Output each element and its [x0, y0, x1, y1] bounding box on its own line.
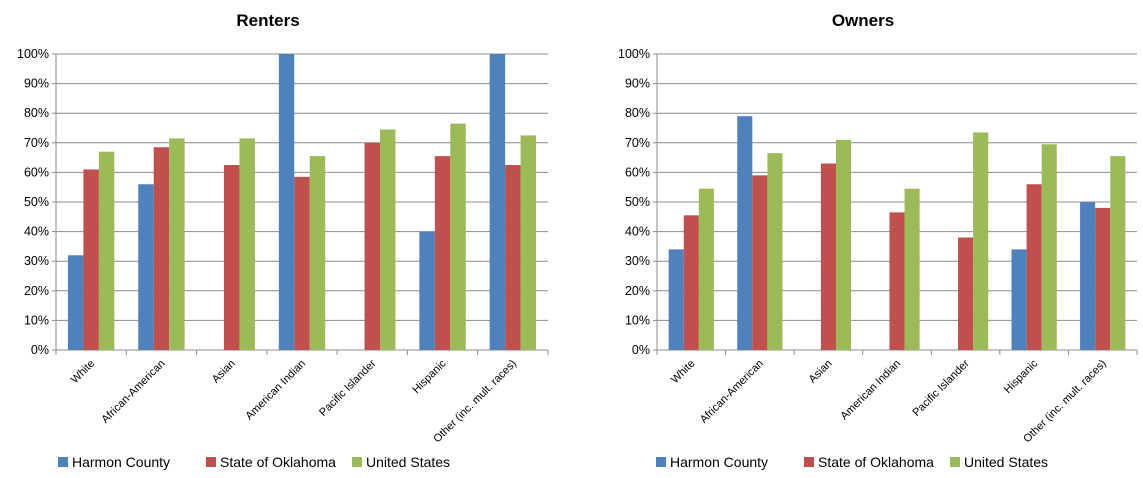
legend-swatch: [950, 457, 960, 467]
x-tick-label: Pacific Islander: [910, 357, 971, 418]
bar-state-of-oklahoma: [83, 169, 99, 350]
x-tick-label: American Indian: [243, 358, 308, 423]
x-tick-label: Asian: [807, 358, 835, 386]
legend: Harmon County State of Oklahoma United Sta…: [656, 454, 1048, 470]
y-tick-label: 70%: [24, 136, 49, 150]
bar-state-of-oklahoma: [434, 156, 451, 350]
y-tick-label: 30%: [625, 254, 650, 268]
legend-swatch: [352, 457, 362, 467]
bar-state-of-oklahoma: [958, 237, 974, 350]
bar-state-of-oklahoma: [889, 212, 905, 350]
y-tick-label: 90%: [625, 77, 650, 91]
legend-label: Harmon County: [670, 454, 768, 470]
y-tick-label: 20%: [625, 284, 650, 298]
y-tick-label: 100%: [618, 47, 650, 61]
bar-united-states: [450, 123, 466, 350]
bar-united-states: [1110, 156, 1126, 350]
legend-swatch: [656, 457, 666, 467]
bar-united-states: [835, 139, 852, 350]
y-tick-label: 50%: [625, 195, 650, 209]
bar-harmon-county: [489, 54, 506, 350]
x-tick-label: Hispanic: [1002, 357, 1041, 396]
x-tick-label: White: [69, 358, 97, 386]
bar-united-states: [239, 138, 255, 350]
bar-harmon-county: [1011, 249, 1027, 350]
chart-owners: Owners 0% 10% 20% 30% 40% 50% 60% 70% 80% 90% 100% W…: [618, 11, 1138, 470]
bar-harmon-county: [737, 116, 753, 350]
legend-label: United States: [964, 454, 1048, 470]
bar-harmon-county: [1080, 202, 1096, 350]
x-tick-label: American Indian: [838, 358, 903, 423]
legend-label: United States: [366, 454, 450, 470]
bar-united-states: [98, 151, 115, 350]
y-tick-label: 70%: [625, 136, 650, 150]
chart-title: Owners: [832, 11, 894, 30]
bar-united-states: [169, 138, 185, 350]
bar-state-of-oklahoma: [364, 142, 381, 350]
y-tick-label: 40%: [24, 225, 49, 239]
legend-swatch: [206, 457, 216, 467]
x-tick-label: African-American: [99, 358, 167, 426]
x-tick-label: Other (inc. mult. races): [431, 358, 519, 446]
y-tick-label: 10%: [24, 313, 49, 327]
bar-state-of-oklahoma: [223, 165, 240, 350]
legend-label: State of Oklahoma: [220, 454, 336, 470]
legend-label: Harmon County: [72, 454, 170, 470]
y-tick-label: 90%: [24, 77, 49, 91]
y-tick-label: 0%: [632, 343, 650, 357]
bar-state-of-oklahoma: [820, 163, 836, 350]
x-tick-label: Pacific Islander: [317, 357, 378, 418]
x-tick-label: White: [669, 358, 697, 386]
bar-state-of-oklahoma: [752, 175, 768, 350]
bar-state-of-oklahoma: [1095, 207, 1111, 350]
y-tick-label: 20%: [24, 284, 49, 298]
bar-united-states: [380, 129, 396, 350]
chart-title: Renters: [236, 11, 299, 30]
x-tick-label: African-American: [698, 358, 766, 426]
bar-united-states: [973, 132, 989, 350]
bar-united-states: [767, 153, 783, 350]
bar-harmon-county: [278, 54, 295, 350]
y-tick-label: 50%: [24, 195, 49, 209]
legend-label: State of Oklahoma: [818, 454, 934, 470]
y-tick-label: 80%: [24, 106, 49, 120]
legend-swatch: [58, 457, 68, 467]
y-tick-label: 60%: [24, 165, 49, 179]
x-tick-label: Hispanic: [410, 357, 449, 396]
bar-harmon-county: [138, 184, 154, 350]
y-tick-label: 100%: [17, 47, 49, 61]
bar-harmon-county: [67, 255, 84, 350]
bar-united-states: [1041, 144, 1057, 350]
bar-united-states: [698, 188, 714, 350]
bar-state-of-oklahoma: [153, 147, 170, 350]
bar-united-states: [904, 188, 920, 350]
y-tick-label: 80%: [625, 106, 650, 120]
bar-state-of-oklahoma: [683, 215, 699, 350]
y-tick-label: 60%: [625, 165, 650, 179]
bar-state-of-oklahoma: [294, 176, 310, 350]
legend-swatch: [804, 457, 814, 467]
bar-state-of-oklahoma: [1026, 184, 1042, 350]
x-tick-label: Asian: [210, 358, 238, 386]
bar-harmon-county: [668, 249, 684, 350]
bar-state-of-oklahoma: [505, 165, 521, 350]
y-tick-label: 10%: [625, 313, 650, 327]
bar-harmon-county: [419, 231, 435, 350]
chart-renters: Renters 0% 10% 20% 30% 40% 50% 60% 70% 80% 90% 100%…: [17, 11, 549, 470]
legend: Harmon County State of Oklahoma United Sta…: [58, 454, 450, 470]
y-tick-label: 30%: [24, 254, 49, 268]
y-tick-label: 40%: [625, 225, 650, 239]
y-tick-label: 0%: [31, 343, 49, 357]
bar-united-states: [520, 135, 537, 350]
bar-united-states: [309, 156, 326, 350]
